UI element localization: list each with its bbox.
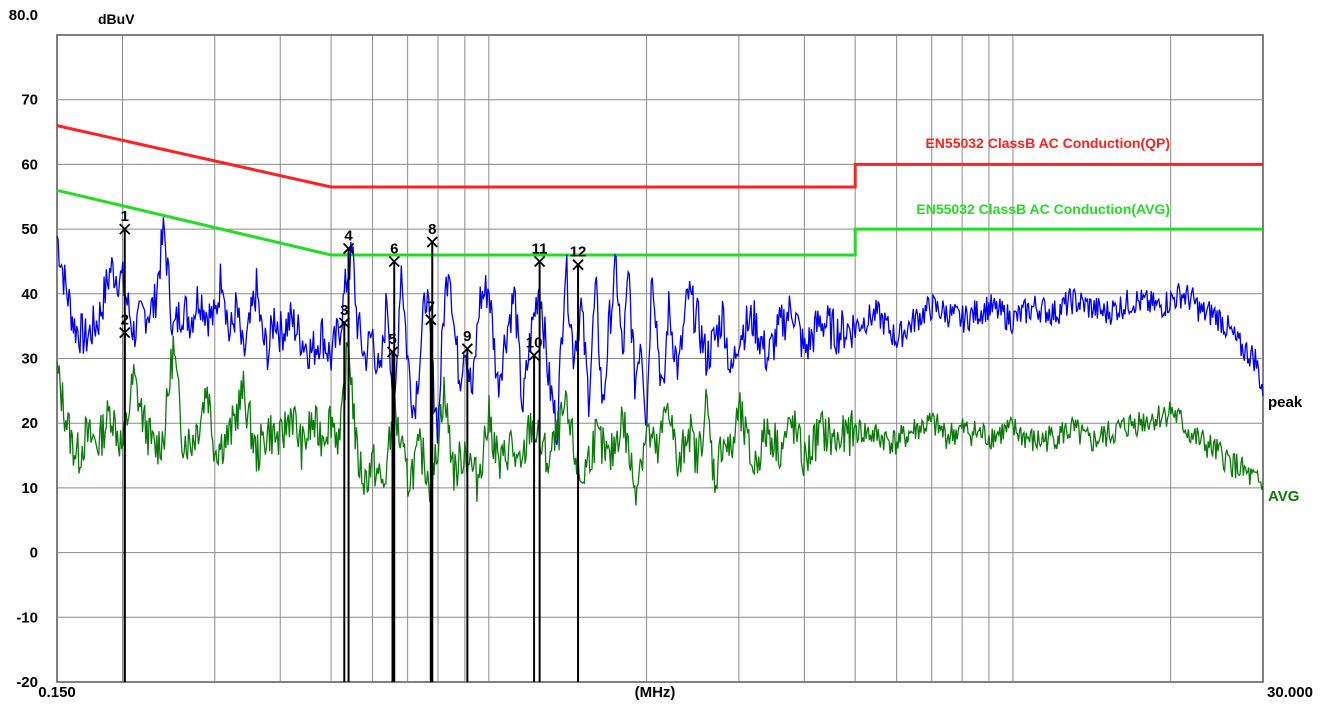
x-tick-end: 30.000 [1267,684,1313,701]
y-tick-label: 20 [21,415,38,432]
marker-label: 7 [427,299,435,316]
series-label-peak: peak [1268,394,1303,411]
marker-label: 3 [340,302,348,319]
marker-x [425,314,437,326]
marker-x-stroke [425,314,437,326]
y-tick-label: 0 [30,545,38,562]
marker-label: 10 [526,334,543,351]
marker-x-stroke [461,343,473,355]
measurement-traces [56,217,1264,506]
marker-x [533,255,546,268]
marker-x-stroke [386,346,399,358]
marker-label: 12 [570,244,587,261]
limit-label-qp: EN55032 ClassB AC Conduction(QP) [925,135,1170,151]
marker-x-stroke [572,259,584,271]
y-tick-label: 70 [21,92,38,109]
marker-label: 8 [428,221,436,238]
marker-x-stroke [426,236,438,248]
limit-label-avg: EN55032 ClassB AC Conduction(AVG) [916,201,1170,217]
y-axis-unit: dBuV [98,11,135,27]
y-tick-label: 10 [21,480,38,497]
marker-x [528,349,540,361]
x-tick-start: 0.150 [38,684,76,701]
marker-x-stroke [119,326,131,339]
marker-x [342,242,355,255]
marker-x [119,223,131,235]
marker-x [426,236,438,248]
marker-x [572,259,584,271]
grid-lines [57,35,1263,682]
y-tick-label: 80.0 [9,7,38,24]
marker-x [119,326,131,339]
y-tick-labels: 80.0 70 60 50 40 30 20 10 0 -10 -20 [9,7,38,691]
marker-x-stroke [528,349,540,361]
marker-label: 5 [388,331,396,348]
marker-x [386,346,399,358]
series-label-avg: AVG [1268,488,1299,505]
marker-label: 6 [390,240,398,257]
marker-label: 4 [344,228,353,245]
peak-trace [56,217,1264,446]
marker-x-stroke [342,242,355,255]
marker-label: 1 [121,208,129,225]
limit-line-qp [56,124,1263,189]
marker-x-stroke [388,255,400,268]
y-tick-label: -20 [16,674,38,691]
y-tick-label: 40 [21,286,38,303]
y-tick-label: 50 [21,221,38,238]
x-axis-unit: (MHz) [635,684,676,701]
marker-label: 9 [463,328,471,345]
limit-line-avg [56,188,1263,257]
y-tick-label: 30 [21,351,38,368]
marker-label: 2 [121,312,129,329]
marker-x-stroke [533,255,546,268]
marker-x [388,255,400,268]
limit-lines [56,124,1263,257]
y-tick-label: 60 [21,156,38,173]
marker-label: 11 [532,240,548,257]
marker-x-stroke [119,223,131,235]
y-tick-label: -10 [16,609,38,626]
avg-trace [56,335,1264,506]
marker-x [461,343,473,355]
